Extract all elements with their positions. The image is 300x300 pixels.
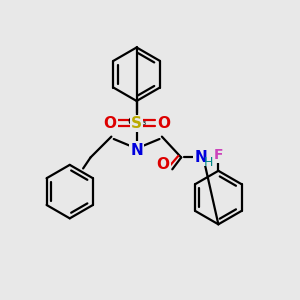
Text: N: N bbox=[130, 142, 143, 158]
Text: CH₃: CH₃ bbox=[127, 117, 146, 127]
Text: O: O bbox=[156, 158, 169, 172]
Text: H: H bbox=[204, 156, 214, 169]
Text: O: O bbox=[103, 116, 116, 131]
Text: F: F bbox=[214, 148, 223, 162]
Text: S: S bbox=[131, 116, 142, 131]
Text: N: N bbox=[194, 150, 207, 165]
Text: O: O bbox=[157, 116, 170, 131]
